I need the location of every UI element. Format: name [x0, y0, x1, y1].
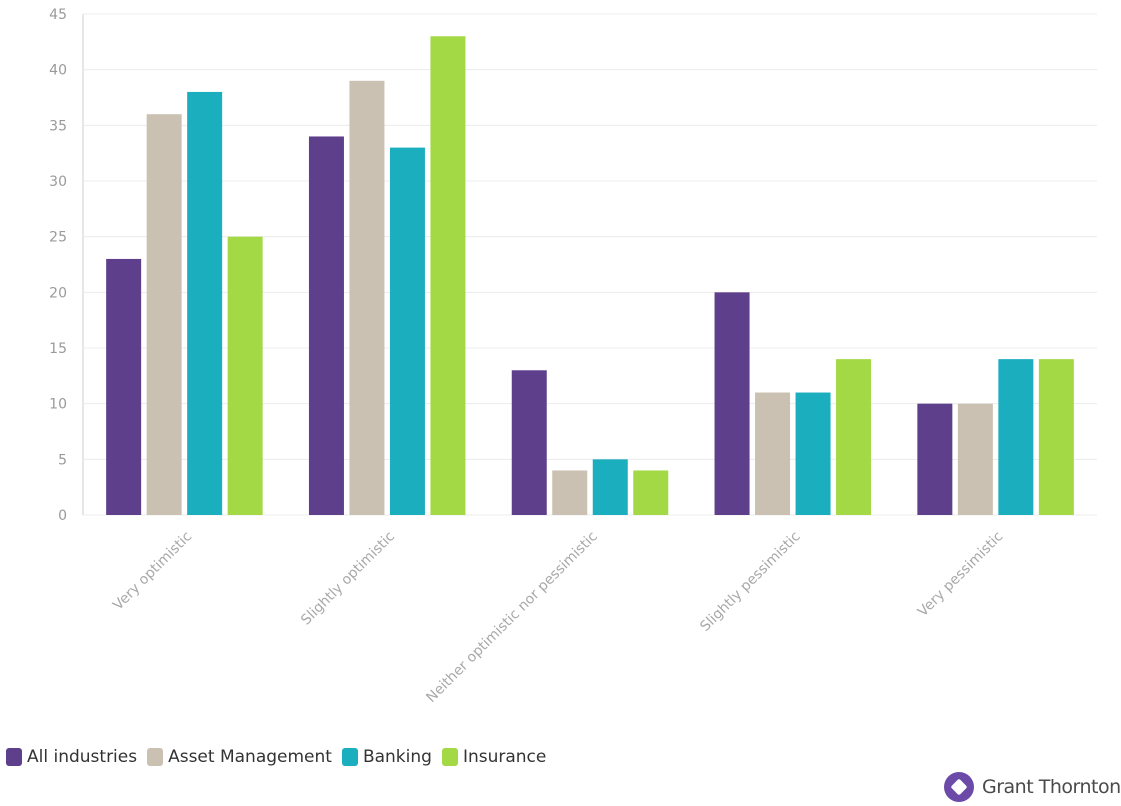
- bar-insurance: [1038, 359, 1074, 515]
- bar-all-industries: [511, 370, 547, 515]
- x-tick-label: Very optimistic: [110, 529, 195, 614]
- x-tick-label: Slightly pessimistic: [697, 529, 803, 635]
- y-tick-label: 45: [49, 7, 67, 23]
- bar-all-industries: [308, 136, 344, 515]
- x-tick-label: Slightly optimistic: [298, 529, 398, 629]
- legend-item-asset-management[interactable]: Asset Management: [147, 747, 332, 767]
- bar-banking: [187, 91, 223, 515]
- bar-banking: [998, 359, 1034, 515]
- bar-insurance: [430, 36, 466, 516]
- bar-insurance: [633, 470, 669, 515]
- legend-item-banking[interactable]: Banking: [341, 747, 432, 767]
- bar-asset-management: [552, 470, 588, 515]
- legend-label: Insurance: [462, 747, 547, 767]
- legend-label: Asset Management: [168, 747, 332, 767]
- grant-thornton-logo: Grant Thornton: [944, 772, 1121, 802]
- y-tick-label: 35: [49, 118, 67, 134]
- legend-swatch: [441, 748, 458, 766]
- y-tick-label: 10: [49, 397, 67, 413]
- bar-banking: [592, 459, 628, 515]
- bar-insurance: [836, 359, 872, 515]
- legend-swatch: [341, 748, 358, 766]
- bar-chart: 0 5 10 15 20 25 30 35 40 45 Very optimistic Slightl…: [49, 7, 1097, 706]
- bar-insurance: [227, 236, 263, 515]
- legend-swatch: [6, 748, 22, 766]
- bar-asset-management: [349, 80, 385, 516]
- logo-icon: [944, 772, 974, 802]
- y-tick-label: 15: [49, 341, 67, 357]
- y-tick-label: 0: [58, 508, 67, 524]
- x-tick-label: Very pessimistic: [915, 529, 1007, 621]
- y-tick-label: 30: [49, 174, 67, 190]
- legend-swatch: [147, 748, 164, 766]
- y-tick-label: 25: [49, 230, 67, 246]
- bar-banking: [795, 392, 831, 515]
- legend-label: All industries: [27, 747, 138, 767]
- brand-name: Grant Thornton: [982, 776, 1121, 798]
- bar-all-industries: [917, 403, 953, 515]
- legend-label: Banking: [362, 747, 432, 767]
- y-tick-label: 5: [58, 452, 67, 468]
- legend-item-all-industries[interactable]: All industries: [6, 747, 137, 767]
- legend: All industries Asset Management Banking …: [6, 747, 546, 767]
- bar-asset-management: [146, 114, 182, 515]
- bar-asset-management: [957, 403, 993, 515]
- bar-all-industries: [106, 258, 142, 515]
- bar-banking: [389, 147, 425, 515]
- y-tick-label: 20: [49, 285, 67, 301]
- x-tick-label: Neither optimistic nor pessimistic: [423, 529, 600, 706]
- bar-all-industries: [714, 292, 750, 515]
- bar-asset-management: [755, 392, 791, 515]
- y-tick-label: 40: [49, 63, 67, 79]
- legend-item-insurance[interactable]: Insurance: [441, 747, 547, 767]
